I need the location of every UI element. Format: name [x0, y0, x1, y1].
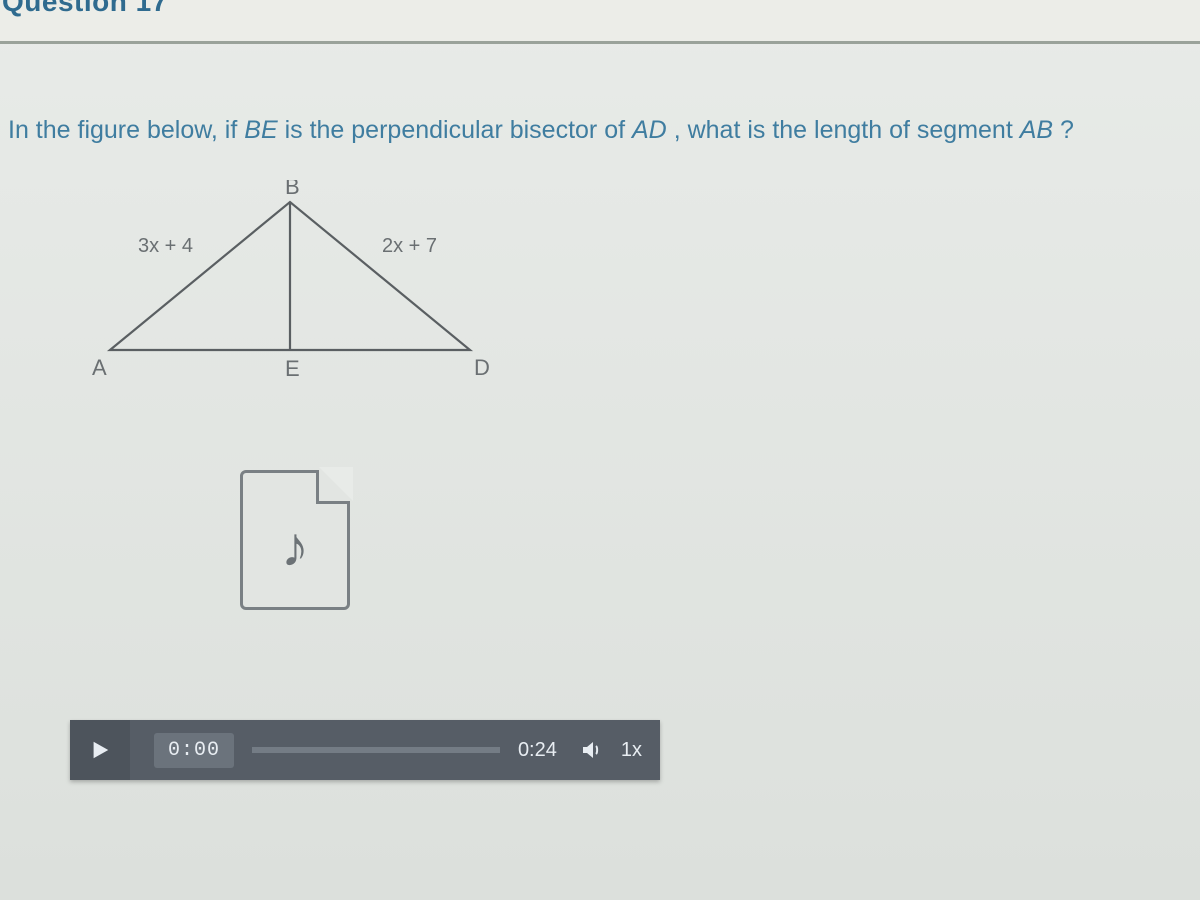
q-seg-BE: BE: [244, 116, 277, 144]
header-band: Question 17: [0, 0, 1200, 44]
q-text-mid2: , what is the length of segment: [674, 116, 1020, 144]
file-doc-shape: ♪: [240, 470, 350, 610]
vertex-B-label: B: [285, 180, 300, 199]
playback-speed[interactable]: 1x: [621, 739, 642, 762]
volume-button[interactable]: [571, 730, 611, 770]
vertex-E-label: E: [285, 356, 300, 381]
progress-track[interactable]: [252, 747, 500, 753]
q-text-suffix: ?: [1060, 116, 1074, 144]
current-time: 0:00: [154, 733, 234, 768]
side-right-label: 2x + 7: [382, 235, 437, 257]
vertex-A-label: A: [92, 355, 107, 380]
question-number: Question 17: [2, 0, 168, 18]
triangle-diagram: B A E D 3x + 4 2x + 7: [90, 180, 510, 390]
q-seg-AD: AD: [632, 116, 667, 144]
file-fold-corner: [316, 470, 350, 504]
play-icon: [89, 739, 111, 761]
question-text: In the figure below, if BE is the perpen…: [8, 116, 1188, 145]
volume-icon: [579, 738, 603, 762]
music-note-icon: ♪: [281, 514, 309, 579]
vertex-D-label: D: [474, 355, 490, 380]
q-text-mid1: is the perpendicular bisector of: [285, 116, 632, 144]
audio-player: 0:00 0:24 1x: [70, 720, 660, 780]
duration-time: 0:24: [518, 739, 557, 762]
q-text-prefix: In the figure below, if: [8, 116, 244, 144]
side-left-label: 3x + 4: [138, 235, 193, 257]
q-seg-AB: AB: [1020, 116, 1053, 144]
play-button[interactable]: [70, 720, 130, 780]
audio-file-thumbnail[interactable]: ♪: [240, 470, 350, 610]
